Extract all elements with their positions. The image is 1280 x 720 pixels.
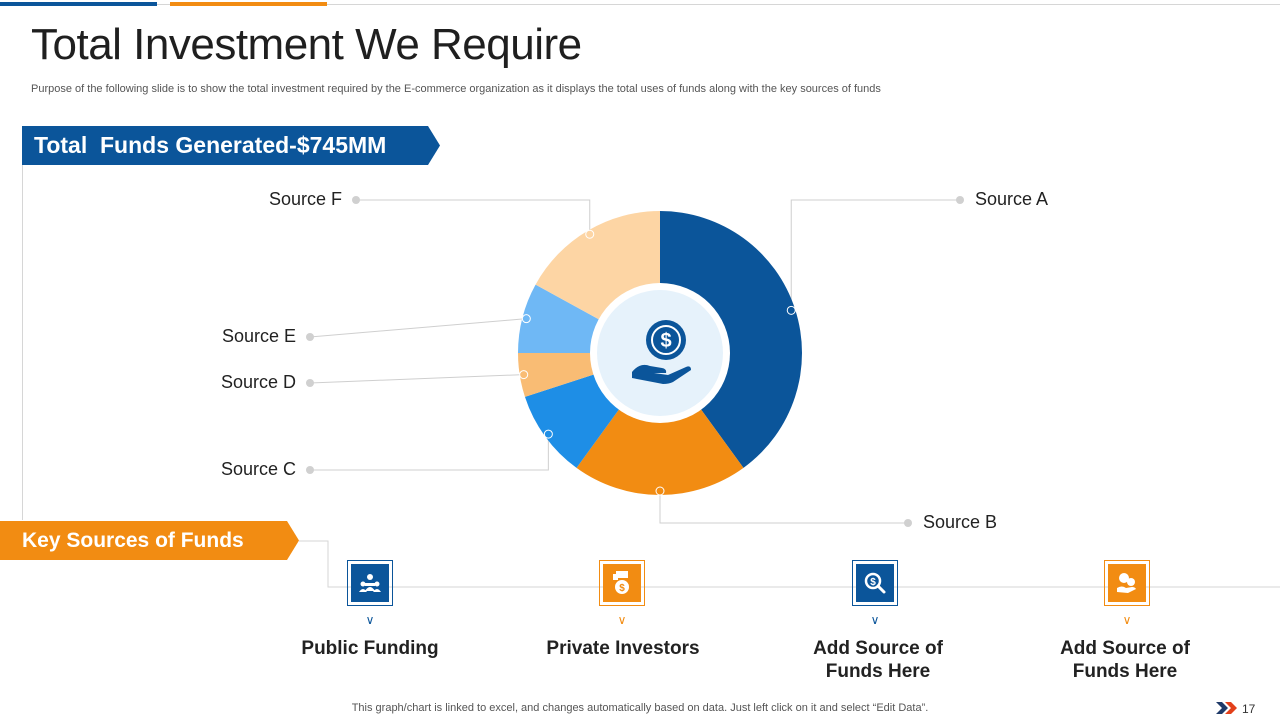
page-number: 17 xyxy=(1242,702,1256,716)
slice-anchor-dot xyxy=(585,229,595,239)
add-source-2-icon-box xyxy=(1104,560,1150,606)
chevron-right-icon xyxy=(1216,702,1237,714)
slice-source-a[interactable] xyxy=(660,211,802,468)
footnote: This graph/chart is linked to excel, and… xyxy=(351,702,929,714)
label-anchor-dot xyxy=(352,196,360,204)
page-title: Total Investment We Require xyxy=(31,20,582,69)
page-subtitle: Purpose of the following slide is to sho… xyxy=(31,83,881,95)
connector-line xyxy=(659,491,908,524)
connector-line xyxy=(309,318,527,338)
slice-anchor-dot xyxy=(543,429,553,439)
label-anchor-dot xyxy=(306,379,314,387)
chevron-down-icon: ∨ xyxy=(870,613,880,627)
label-anchor-dot xyxy=(306,466,314,474)
money-bag-icon: $ xyxy=(613,571,629,594)
add-source-1-icon-box: $ xyxy=(852,560,898,606)
connector-line xyxy=(790,199,960,311)
chevron-down-icon: ∨ xyxy=(617,613,627,627)
key-source-label-line: Add Source of xyxy=(1060,638,1190,659)
svg-text:$: $ xyxy=(870,577,876,588)
top-divider xyxy=(0,4,1280,5)
slice-source-b[interactable] xyxy=(576,353,744,495)
legend-label-source-d: Source D xyxy=(220,372,296,392)
key-source-label-add-source-1: Add Source of Funds Here xyxy=(778,637,978,683)
magnify-dollar-icon: $ xyxy=(864,572,886,594)
key-source-label-line: Funds Here xyxy=(825,661,931,682)
legend-label-source-b: Source B xyxy=(923,512,998,532)
label-anchor-dot xyxy=(956,196,964,204)
key-source-label-add-source-2: Add Source of Funds Here xyxy=(1025,637,1225,683)
public-funding-icon-box xyxy=(347,560,393,606)
key-source-label-line: Private Investors xyxy=(546,638,700,659)
left-divider xyxy=(22,126,23,520)
key-source-label-private-investors: Private Investors xyxy=(523,637,723,660)
legend-label-source-c: Source C xyxy=(220,459,296,479)
chevron-down-icon: ∨ xyxy=(1122,613,1132,627)
connector-line xyxy=(309,374,524,384)
funds-banner: Total Funds Generated-$745MM xyxy=(22,126,440,165)
key-sources-banner: Key Sources of Funds xyxy=(0,521,299,560)
legend-label-source-a: Source A xyxy=(975,189,1049,209)
svg-text:$: $ xyxy=(660,330,671,352)
key-source-label-public-funding: Public Funding xyxy=(270,637,470,660)
private-investors-icon-box: $ xyxy=(599,560,645,606)
slice-anchor-dot xyxy=(519,370,529,380)
slice-anchor-dot xyxy=(655,486,665,496)
label-anchor-dot xyxy=(306,333,314,341)
legend-label-source-e: Source E xyxy=(221,326,296,346)
top-accent-orange xyxy=(170,2,327,6)
connector-line xyxy=(356,199,591,235)
money-hand-icon: $ xyxy=(632,320,691,384)
slice-anchor-dot xyxy=(786,305,796,315)
label-anchor-dot xyxy=(904,519,912,527)
key-source-label-line: Public Funding xyxy=(301,638,439,659)
connector-line xyxy=(310,434,549,471)
coins-hand-icon xyxy=(1117,573,1136,593)
legend-label-source-f: Source F xyxy=(268,189,342,209)
chevron-down-icon: ∨ xyxy=(365,613,375,627)
key-source-label-line: Funds Here xyxy=(1072,661,1178,682)
key-source-label-line: Add Source of xyxy=(813,638,943,659)
svg-text:$: $ xyxy=(619,583,625,594)
slice-anchor-dot xyxy=(521,314,531,324)
top-accent-blue xyxy=(0,2,157,6)
group-icon xyxy=(359,574,381,592)
